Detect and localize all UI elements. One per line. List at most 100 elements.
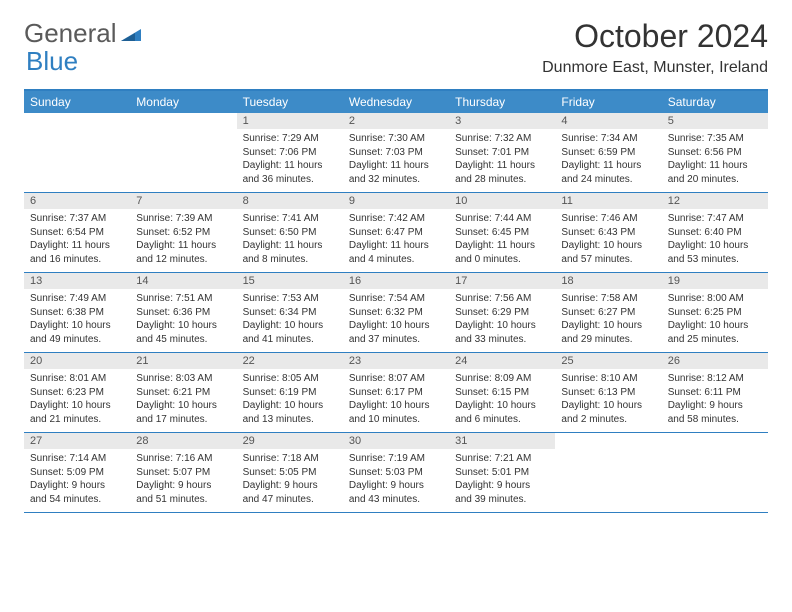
daylight-text: Daylight: 10 hours and 2 minutes. xyxy=(561,399,655,426)
day-body: Sunrise: 7:51 AMSunset: 6:36 PMDaylight:… xyxy=(130,289,236,352)
logo-text-2: Blue xyxy=(26,46,78,77)
sunrise-text: Sunrise: 7:47 AM xyxy=(668,212,762,226)
daylight-text: Daylight: 10 hours and 49 minutes. xyxy=(30,319,124,346)
day-body: Sunrise: 7:46 AMSunset: 6:43 PMDaylight:… xyxy=(555,209,661,272)
sunrise-text: Sunrise: 7:44 AM xyxy=(455,212,549,226)
day-body: Sunrise: 7:58 AMSunset: 6:27 PMDaylight:… xyxy=(555,289,661,352)
day-number: 6 xyxy=(24,193,130,209)
daylight-text: Daylight: 10 hours and 17 minutes. xyxy=(136,399,230,426)
day-body: Sunrise: 8:00 AMSunset: 6:25 PMDaylight:… xyxy=(662,289,768,352)
daylight-text: Daylight: 10 hours and 41 minutes. xyxy=(243,319,337,346)
daylight-text: Daylight: 10 hours and 45 minutes. xyxy=(136,319,230,346)
day-body: Sunrise: 7:42 AMSunset: 6:47 PMDaylight:… xyxy=(343,209,449,272)
sunset-text: Sunset: 6:45 PM xyxy=(455,226,549,240)
sunrise-text: Sunrise: 7:39 AM xyxy=(136,212,230,226)
sunrise-text: Sunrise: 8:05 AM xyxy=(243,372,337,386)
day-cell xyxy=(130,113,236,192)
week-row: 27Sunrise: 7:14 AMSunset: 5:09 PMDayligh… xyxy=(24,433,768,513)
weekday-label: Friday xyxy=(555,91,661,113)
sunrise-text: Sunrise: 7:56 AM xyxy=(455,292,549,306)
day-cell: 27Sunrise: 7:14 AMSunset: 5:09 PMDayligh… xyxy=(24,433,130,512)
sunset-text: Sunset: 6:23 PM xyxy=(30,386,124,400)
sunrise-text: Sunrise: 8:01 AM xyxy=(30,372,124,386)
sunset-text: Sunset: 6:15 PM xyxy=(455,386,549,400)
day-body: Sunrise: 7:39 AMSunset: 6:52 PMDaylight:… xyxy=(130,209,236,272)
day-body: Sunrise: 7:44 AMSunset: 6:45 PMDaylight:… xyxy=(449,209,555,272)
day-number: 10 xyxy=(449,193,555,209)
day-cell: 21Sunrise: 8:03 AMSunset: 6:21 PMDayligh… xyxy=(130,353,236,432)
sunrise-text: Sunrise: 7:32 AM xyxy=(455,132,549,146)
daylight-text: Daylight: 9 hours and 47 minutes. xyxy=(243,479,337,506)
daylight-text: Daylight: 11 hours and 20 minutes. xyxy=(668,159,762,186)
location: Dunmore East, Munster, Ireland xyxy=(542,59,768,77)
day-body: Sunrise: 7:47 AMSunset: 6:40 PMDaylight:… xyxy=(662,209,768,272)
sunset-text: Sunset: 5:01 PM xyxy=(455,466,549,480)
daylight-text: Daylight: 10 hours and 13 minutes. xyxy=(243,399,337,426)
daylight-text: Daylight: 9 hours and 43 minutes. xyxy=(349,479,443,506)
sunset-text: Sunset: 7:01 PM xyxy=(455,146,549,160)
day-cell: 20Sunrise: 8:01 AMSunset: 6:23 PMDayligh… xyxy=(24,353,130,432)
day-body: Sunrise: 7:32 AMSunset: 7:01 PMDaylight:… xyxy=(449,129,555,192)
sunrise-text: Sunrise: 7:34 AM xyxy=(561,132,655,146)
day-body: Sunrise: 7:29 AMSunset: 7:06 PMDaylight:… xyxy=(237,129,343,192)
day-body: Sunrise: 7:30 AMSunset: 7:03 PMDaylight:… xyxy=(343,129,449,192)
sunrise-text: Sunrise: 7:29 AM xyxy=(243,132,337,146)
day-body: Sunrise: 7:16 AMSunset: 5:07 PMDaylight:… xyxy=(130,449,236,512)
day-body: Sunrise: 7:53 AMSunset: 6:34 PMDaylight:… xyxy=(237,289,343,352)
sunset-text: Sunset: 6:56 PM xyxy=(668,146,762,160)
header: General October 2024 Dunmore East, Munst… xyxy=(24,18,768,77)
sunrise-text: Sunrise: 7:49 AM xyxy=(30,292,124,306)
day-number: 14 xyxy=(130,273,236,289)
day-number: 24 xyxy=(449,353,555,369)
day-cell: 7Sunrise: 7:39 AMSunset: 6:52 PMDaylight… xyxy=(130,193,236,272)
daylight-text: Daylight: 9 hours and 58 minutes. xyxy=(668,399,762,426)
day-cell: 25Sunrise: 8:10 AMSunset: 6:13 PMDayligh… xyxy=(555,353,661,432)
daylight-text: Daylight: 11 hours and 4 minutes. xyxy=(349,239,443,266)
day-cell: 18Sunrise: 7:58 AMSunset: 6:27 PMDayligh… xyxy=(555,273,661,352)
day-number: 27 xyxy=(24,433,130,449)
day-number: 7 xyxy=(130,193,236,209)
week-row: 20Sunrise: 8:01 AMSunset: 6:23 PMDayligh… xyxy=(24,353,768,433)
daylight-text: Daylight: 11 hours and 32 minutes. xyxy=(349,159,443,186)
sunset-text: Sunset: 5:07 PM xyxy=(136,466,230,480)
day-cell: 14Sunrise: 7:51 AMSunset: 6:36 PMDayligh… xyxy=(130,273,236,352)
daylight-text: Daylight: 11 hours and 28 minutes. xyxy=(455,159,549,186)
day-body: Sunrise: 8:12 AMSunset: 6:11 PMDaylight:… xyxy=(662,369,768,432)
logo-text-1: General xyxy=(24,18,117,49)
sunset-text: Sunset: 6:17 PM xyxy=(349,386,443,400)
sunset-text: Sunset: 6:29 PM xyxy=(455,306,549,320)
day-number: 19 xyxy=(662,273,768,289)
daylight-text: Daylight: 9 hours and 51 minutes. xyxy=(136,479,230,506)
month-title: October 2024 xyxy=(542,18,768,55)
sunrise-text: Sunrise: 8:10 AM xyxy=(561,372,655,386)
day-body: Sunrise: 8:05 AMSunset: 6:19 PMDaylight:… xyxy=(237,369,343,432)
day-number: 2 xyxy=(343,113,449,129)
day-cell: 17Sunrise: 7:56 AMSunset: 6:29 PMDayligh… xyxy=(449,273,555,352)
sunrise-text: Sunrise: 7:58 AM xyxy=(561,292,655,306)
sunrise-text: Sunrise: 7:21 AM xyxy=(455,452,549,466)
sunset-text: Sunset: 6:27 PM xyxy=(561,306,655,320)
day-body: Sunrise: 8:10 AMSunset: 6:13 PMDaylight:… xyxy=(555,369,661,432)
day-body: Sunrise: 7:34 AMSunset: 6:59 PMDaylight:… xyxy=(555,129,661,192)
day-cell: 15Sunrise: 7:53 AMSunset: 6:34 PMDayligh… xyxy=(237,273,343,352)
logo-icon xyxy=(121,25,143,43)
daylight-text: Daylight: 10 hours and 53 minutes. xyxy=(668,239,762,266)
day-number: 4 xyxy=(555,113,661,129)
sunrise-text: Sunrise: 7:35 AM xyxy=(668,132,762,146)
weekday-header: SundayMondayTuesdayWednesdayThursdayFrid… xyxy=(24,91,768,113)
sunrise-text: Sunrise: 8:03 AM xyxy=(136,372,230,386)
weekday-label: Wednesday xyxy=(343,91,449,113)
day-cell: 31Sunrise: 7:21 AMSunset: 5:01 PMDayligh… xyxy=(449,433,555,512)
day-body: Sunrise: 7:19 AMSunset: 5:03 PMDaylight:… xyxy=(343,449,449,512)
daylight-text: Daylight: 10 hours and 21 minutes. xyxy=(30,399,124,426)
sunset-text: Sunset: 6:34 PM xyxy=(243,306,337,320)
day-number: 23 xyxy=(343,353,449,369)
day-number: 22 xyxy=(237,353,343,369)
sunrise-text: Sunrise: 8:00 AM xyxy=(668,292,762,306)
sunset-text: Sunset: 6:54 PM xyxy=(30,226,124,240)
day-cell xyxy=(662,433,768,512)
day-body: Sunrise: 8:09 AMSunset: 6:15 PMDaylight:… xyxy=(449,369,555,432)
daylight-text: Daylight: 11 hours and 24 minutes. xyxy=(561,159,655,186)
sunrise-text: Sunrise: 7:18 AM xyxy=(243,452,337,466)
week-row: 1Sunrise: 7:29 AMSunset: 7:06 PMDaylight… xyxy=(24,113,768,193)
